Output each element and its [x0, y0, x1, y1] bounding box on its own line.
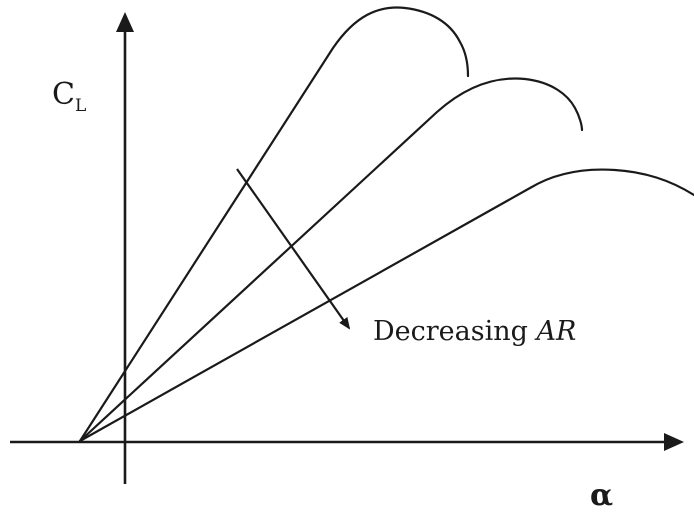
x-axis-label: α	[590, 478, 613, 513]
decreasing-ar-prefix: Decreasing	[373, 316, 536, 347]
decreasing-ar-emphasis: AR	[533, 316, 576, 347]
lift-curve-high-ar	[78, 6, 470, 443]
y-axis-label: CL	[52, 77, 86, 116]
y-axis-label-subscript: L	[75, 96, 86, 116]
y-axis-arrowhead-icon	[116, 12, 134, 32]
lift-curve-medium-ar	[78, 77, 584, 443]
decreasing-ar-arrow	[236, 168, 351, 330]
x-axis-arrowhead-icon	[664, 433, 684, 451]
y-axis-label-main: C	[52, 77, 75, 112]
lift-curve-low-ar	[78, 168, 694, 443]
decreasing-ar-label: Decreasing AR	[373, 316, 576, 347]
